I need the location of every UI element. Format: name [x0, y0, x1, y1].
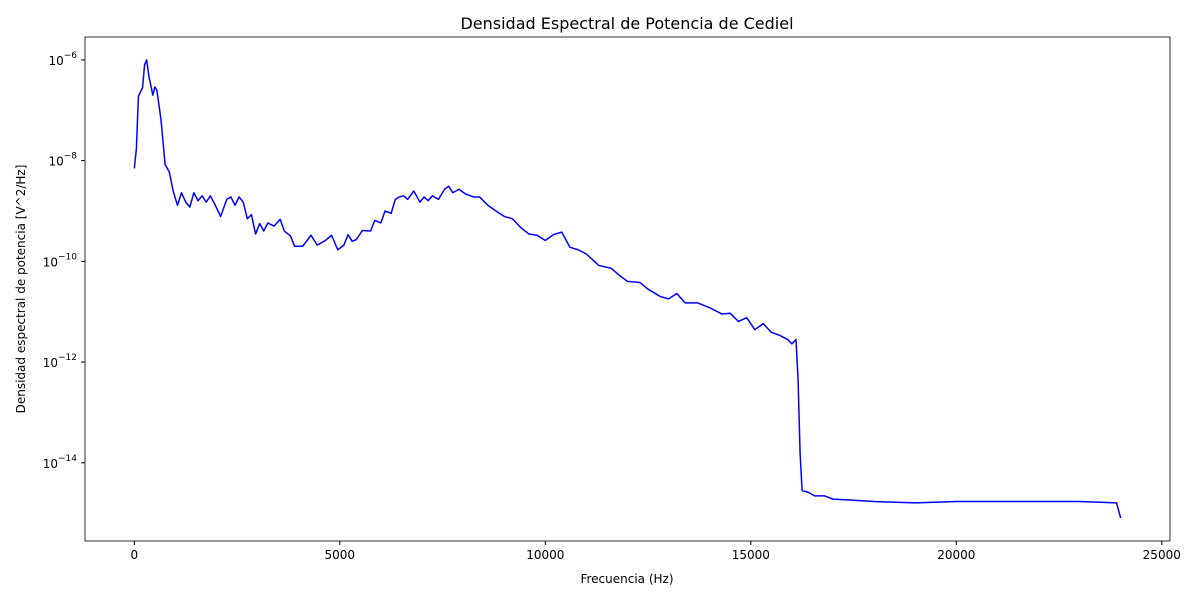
plot-frame: [84, 36, 1171, 542]
y-tick-label: 10−14: [43, 454, 78, 471]
x-tick-label: 0: [130, 548, 138, 562]
y-tick-exponent: −12: [58, 353, 77, 363]
y-tick-label: 10−10: [43, 252, 78, 269]
y-tick-base: 10: [43, 457, 58, 471]
y-tick-exponent: −14: [58, 454, 77, 464]
x-tick-label: 25000: [1143, 548, 1181, 562]
y-tick-exponent: −10: [58, 252, 77, 262]
x-tick-label: 5000: [325, 548, 356, 562]
y-tick-base: 10: [48, 155, 63, 169]
y-tick-exponent: −8: [64, 152, 78, 162]
x-tick-label: 20000: [937, 548, 975, 562]
y-tick-base: 10: [48, 54, 63, 68]
data-line: [133, 59, 1122, 519]
x-tick-label: 15000: [732, 548, 770, 562]
y-tick-label: 10−6: [48, 51, 77, 68]
y-tick-base: 10: [43, 356, 58, 370]
x-tick-label: 10000: [526, 548, 564, 562]
y-axis-label: Densidad espectral de potencia [V^2/Hz]: [14, 165, 28, 414]
y-tick-label: 10−8: [48, 152, 77, 169]
chart-title: Densidad Espectral de Potencia de Cediel: [460, 14, 793, 33]
x-axis-label: Frecuencia (Hz): [580, 572, 673, 586]
y-tick-exponent: −6: [64, 51, 78, 61]
y-tick-base: 10: [43, 255, 58, 269]
y-tick-label: 10−12: [43, 353, 77, 370]
